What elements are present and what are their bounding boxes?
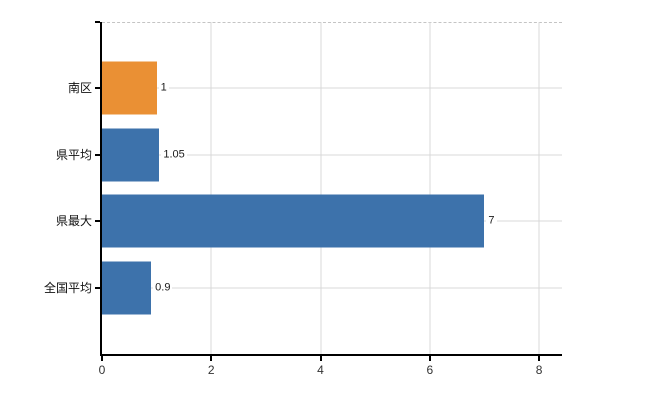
bar-value-label: 1 (158, 81, 169, 95)
category-label: 南区 (67, 81, 92, 96)
x-tick (538, 356, 541, 361)
category-label: 県最大 (55, 214, 92, 229)
y-gridline (102, 154, 562, 156)
y-tick (95, 87, 100, 90)
y-tick (95, 153, 100, 156)
bar (102, 261, 152, 315)
x-tick-label: 8 (535, 363, 543, 377)
y-tick (95, 21, 100, 23)
bar-value-label: 0.9 (153, 281, 173, 295)
y-gridline (102, 287, 562, 289)
y-gridline (102, 87, 562, 89)
bar-value-label: 7 (486, 214, 497, 228)
category-labels: 南区県平均県最大全国平均 (0, 22, 92, 354)
bar (102, 128, 160, 182)
x-tick-label: 6 (426, 363, 434, 377)
x-gridline (538, 22, 540, 354)
x-tick (101, 356, 103, 361)
y-tick (95, 220, 100, 223)
plot-area: 0 2 4 6 8 1 1.05 7 0.9 (95, 21, 562, 376)
bar (102, 194, 485, 248)
bar (102, 61, 157, 115)
x-gridline (210, 22, 212, 354)
x-tick-label: 4 (317, 363, 324, 377)
bar-value-label: 1.05 (161, 148, 187, 162)
x-tick (319, 356, 322, 361)
category-label: 全国平均 (43, 280, 92, 295)
x-tick-label: 0 (98, 363, 106, 377)
x-tick (210, 356, 213, 361)
x-tick-label: 2 (207, 363, 215, 377)
x-gridline (429, 22, 431, 354)
top-gridline (102, 22, 562, 23)
y-tick (95, 286, 100, 289)
x-tick (428, 356, 431, 361)
x-gridline (320, 22, 322, 354)
category-label: 県平均 (55, 147, 92, 162)
